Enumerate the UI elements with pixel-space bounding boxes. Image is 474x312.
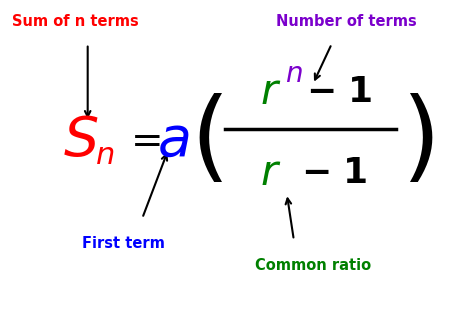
Text: Sum of n terms: Sum of n terms xyxy=(12,14,139,29)
Text: $\mathbf{\mathit{S}}$: $\mathbf{\mathit{S}}$ xyxy=(63,113,98,168)
Text: $\mathbf{\mathit{r}}$: $\mathbf{\mathit{r}}$ xyxy=(260,152,281,194)
Text: $\mathbf{\mathit{n}}$: $\mathbf{\mathit{n}}$ xyxy=(285,61,303,88)
Text: $($: $($ xyxy=(190,94,223,190)
Text: Number of terms: Number of terms xyxy=(276,14,416,29)
Text: First term: First term xyxy=(82,236,164,251)
Text: $=$: $=$ xyxy=(123,122,161,159)
Text: Common ratio: Common ratio xyxy=(255,258,371,273)
Text: $\mathbf{\mathit{n}}$: $\mathbf{\mathit{n}}$ xyxy=(95,140,114,172)
Text: $\mathbf{-\ 1}$: $\mathbf{-\ 1}$ xyxy=(306,75,372,109)
Text: $)$: $)$ xyxy=(401,94,433,190)
Text: $\mathbf{\mathit{r}}$: $\mathbf{\mathit{r}}$ xyxy=(260,71,281,113)
Text: $\mathbf{-\ 1}$: $\mathbf{-\ 1}$ xyxy=(301,156,367,190)
Text: $\mathbf{\mathit{a}}$: $\mathbf{\mathit{a}}$ xyxy=(157,113,189,168)
